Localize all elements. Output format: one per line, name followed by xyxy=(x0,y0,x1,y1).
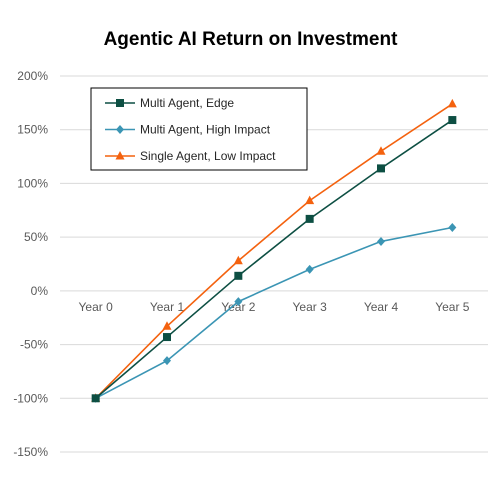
x-tick-label: Year 3 xyxy=(293,300,328,314)
data-point xyxy=(305,195,315,205)
data-point xyxy=(448,222,457,232)
y-tick-label: 50% xyxy=(24,230,48,244)
chart-title: Agentic AI Return on Investment xyxy=(104,29,398,50)
legend-label: Multi Agent, High Impact xyxy=(140,123,271,137)
data-point xyxy=(377,164,385,173)
y-tick-labels: 200% 150% 100% 50% 0% -50% -100% -150% xyxy=(13,69,48,459)
legend: Multi Agent, Edge Multi Agent, High Impac… xyxy=(90,87,308,171)
y-tick-label: 150% xyxy=(17,123,48,137)
data-point xyxy=(234,271,243,280)
legend-item: Multi Agent, High Impact xyxy=(105,123,271,137)
y-tick-label: -150% xyxy=(13,445,48,459)
x-tick-label: Year 5 xyxy=(435,300,470,314)
y-tick-label: 0% xyxy=(31,284,49,298)
data-point xyxy=(447,98,457,108)
y-tick-label: 100% xyxy=(17,176,48,190)
series-line xyxy=(95,103,453,399)
legend-marker xyxy=(116,125,124,134)
data-point xyxy=(163,333,171,342)
data-point xyxy=(305,264,314,274)
series-multi-agent-high-impact xyxy=(91,222,457,403)
legend-marker xyxy=(116,99,124,107)
data-point xyxy=(448,116,457,125)
data-point xyxy=(376,146,386,155)
data-point xyxy=(377,236,385,246)
y-tick-label: 200% xyxy=(17,69,48,83)
data-point xyxy=(305,214,314,223)
y-tick-label: -50% xyxy=(20,338,48,352)
data-point xyxy=(91,394,100,403)
legend-label: Multi Agent, Edge xyxy=(140,96,234,110)
series-line xyxy=(95,226,453,399)
x-tick-label: Year 0 xyxy=(79,300,114,314)
legend-label: Single Agent, Low Impact xyxy=(140,149,276,163)
x-tick-label: Year 4 xyxy=(364,300,399,314)
x-tick-label: Year 1 xyxy=(150,300,185,314)
legend-item: Multi Agent, Edge xyxy=(105,96,234,110)
legend-item: Single Agent, Low Impact xyxy=(105,149,276,163)
x-tick-label: Year 2 xyxy=(221,300,256,314)
data-point xyxy=(162,321,172,330)
y-tick-label: -100% xyxy=(13,391,48,405)
data-point xyxy=(234,297,243,307)
series-multi-agent-edge xyxy=(91,116,457,403)
x-tick-labels: Year 0 Year 1 Year 2 Year 3 Year 4 Year 5 xyxy=(79,300,470,314)
legend-marker xyxy=(115,151,125,160)
series-line xyxy=(95,119,453,399)
data-point xyxy=(163,356,171,366)
data-point xyxy=(233,255,243,265)
series-layer xyxy=(91,98,457,403)
